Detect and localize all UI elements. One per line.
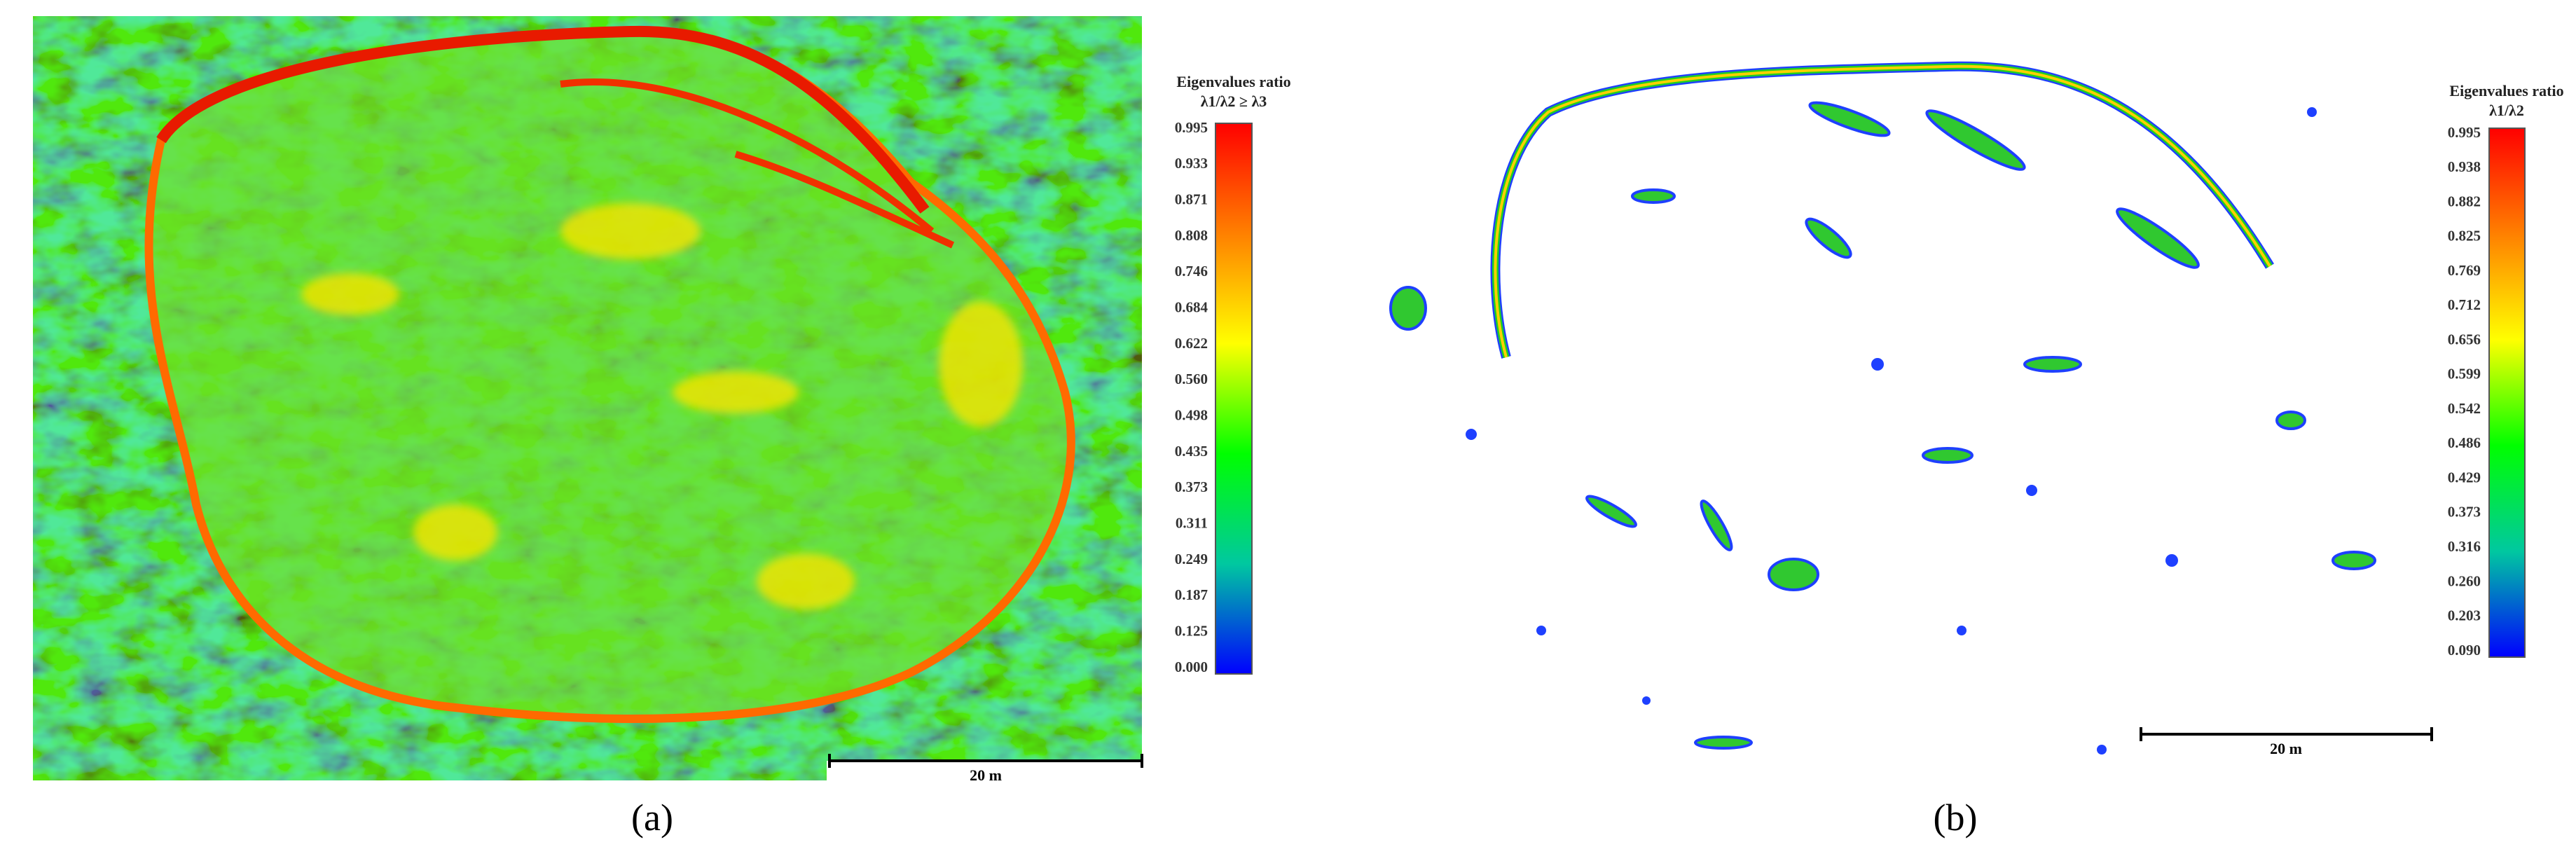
caption: (a) [631, 797, 673, 839]
legend-tick-label: 0.882 [2448, 193, 2481, 209]
legend-tick-label: 0.599 [2448, 366, 2481, 383]
legend-tick-label: 0.560 [1175, 371, 1208, 387]
legend-tick-label: 0.429 [2448, 469, 2481, 485]
legend-subtitle: λ1/λ2 ≥ λ3 [1201, 92, 1267, 110]
legend-tick-label: 0.656 [2448, 331, 2481, 347]
legend-subtitle: λ1/λ2 [2489, 102, 2524, 119]
legend-tick-label: 0.249 [1175, 551, 1208, 567]
caption: (b) [1934, 797, 1978, 839]
panel-b-image [1389, 61, 2376, 755]
legend-tick-label: 0.203 [2448, 607, 2481, 624]
legend-tick-label: 0.498 [1175, 406, 1208, 423]
legend-tick-label: 0.373 [1175, 478, 1208, 495]
legend-tick-label: 0.542 [2448, 400, 2481, 417]
legend-tick-label: 0.187 [1175, 586, 1208, 603]
legend-tick-label: 0.825 [2448, 228, 2481, 244]
legend-tick-label: 0.486 [2448, 434, 2481, 451]
legend-tick-label: 0.435 [1175, 443, 1208, 460]
colorbar [2488, 128, 2526, 658]
legend-tick-label: 0.090 [2448, 642, 2481, 659]
legend-tick-label: 0.712 [2448, 296, 2481, 313]
legend-tick-label: 0.995 [1175, 119, 1208, 136]
legend-tick-label: 0.995 [2448, 124, 2481, 141]
legend-tick-label: 0.260 [2448, 572, 2481, 589]
colorbar [1215, 123, 1253, 675]
panel-a-image [33, 16, 1142, 780]
legend-tick-label: 0.373 [2448, 504, 2481, 521]
legend-tick-label: 0.000 [1175, 659, 1208, 675]
legend-tick-label: 0.622 [1175, 335, 1208, 352]
scale-bar-label: 20 m [970, 766, 1002, 784]
legend-tick-label: 0.808 [1175, 227, 1208, 244]
legend-tick-label: 0.933 [1175, 155, 1208, 172]
legend-title: Eigenvalues ratio [1176, 73, 1290, 90]
legend-title: Eigenvalues ratio [2449, 82, 2563, 99]
legend-tick-label: 0.316 [2448, 538, 2481, 555]
legend-tick-label: 0.871 [1175, 191, 1208, 207]
legend-tick-label: 0.938 [2448, 158, 2481, 175]
legend-tick-label: 0.311 [1176, 514, 1208, 531]
legend-tick-label: 0.746 [1175, 263, 1208, 280]
legend-tick-label: 0.684 [1175, 298, 1208, 315]
legend-tick-label: 0.769 [2448, 262, 2481, 279]
scale-bar-label: 20 m [2270, 740, 2302, 757]
legend-tick-label: 0.125 [1175, 622, 1208, 639]
